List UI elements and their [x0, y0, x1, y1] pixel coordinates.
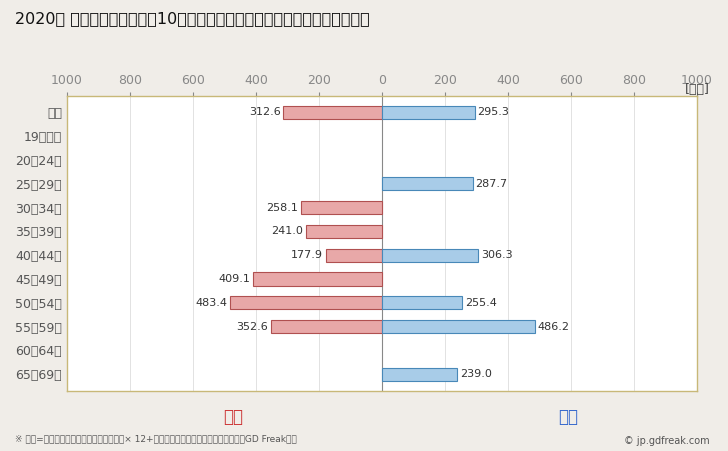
- Text: [万円]: [万円]: [685, 83, 710, 97]
- Bar: [253, 272, 382, 285]
- Bar: [382, 320, 535, 333]
- Text: 239.0: 239.0: [460, 369, 491, 379]
- Bar: [326, 249, 382, 262]
- Text: 287.7: 287.7: [475, 179, 507, 189]
- Text: 255.4: 255.4: [465, 298, 496, 308]
- Text: 306.3: 306.3: [481, 250, 513, 260]
- Bar: [301, 201, 382, 214]
- Bar: [382, 296, 462, 309]
- Text: 486.2: 486.2: [538, 322, 569, 331]
- Text: 男性: 男性: [558, 408, 578, 426]
- Bar: [382, 106, 475, 119]
- Text: 409.1: 409.1: [218, 274, 250, 284]
- Text: 女性: 女性: [223, 408, 243, 426]
- Text: 295.3: 295.3: [478, 107, 510, 117]
- Text: 483.4: 483.4: [195, 298, 227, 308]
- Bar: [229, 296, 382, 309]
- Text: 312.6: 312.6: [249, 107, 281, 117]
- Bar: [382, 177, 472, 190]
- Text: 241.0: 241.0: [272, 226, 304, 236]
- Text: 2020年 民間企業（従業者数10人以上）フルタイム労働者の男女別平均年収: 2020年 民間企業（従業者数10人以上）フルタイム労働者の男女別平均年収: [15, 11, 369, 26]
- Bar: [382, 368, 457, 381]
- Bar: [283, 106, 382, 119]
- Text: ※ 年収=「きまって支給する現金給与額」× 12+「年間賞与その他特別給与額」としてGD Freak推計: ※ 年収=「きまって支給する現金給与額」× 12+「年間賞与その他特別給与額」と…: [15, 434, 296, 443]
- Text: 258.1: 258.1: [266, 202, 298, 212]
- Text: 177.9: 177.9: [291, 250, 323, 260]
- Text: © jp.gdfreak.com: © jp.gdfreak.com: [624, 437, 710, 446]
- Bar: [271, 320, 382, 333]
- Text: 352.6: 352.6: [237, 322, 268, 331]
- Bar: [306, 225, 382, 238]
- Bar: [382, 249, 478, 262]
